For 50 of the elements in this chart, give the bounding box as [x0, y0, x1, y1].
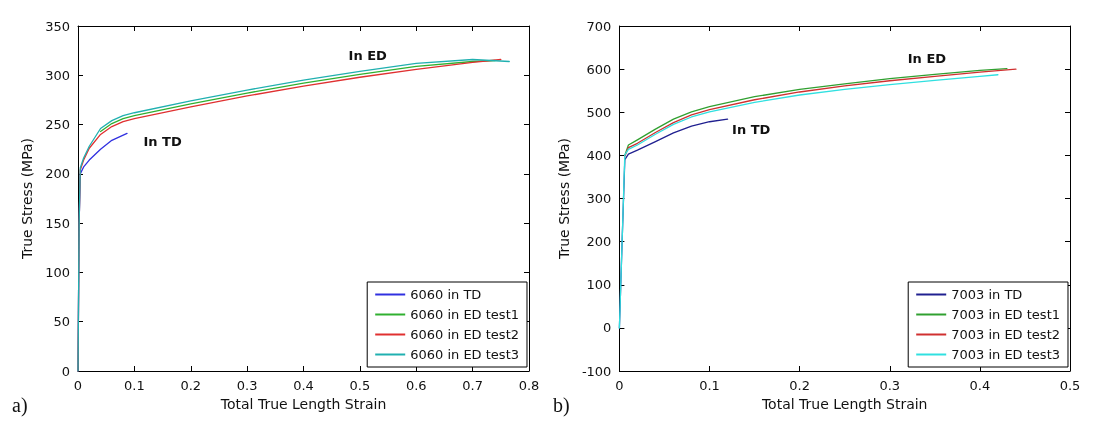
x-axis-title: Total True Length Strain [760, 396, 928, 412]
y-tick-label: 100 [45, 264, 70, 280]
legend-label: 6060 in ED test2 [410, 327, 519, 342]
y-tick-label: 500 [586, 104, 612, 120]
text: a) [12, 394, 28, 417]
x-tick-label: 0.5 [349, 378, 371, 393]
y-axis-title: True Stress (MPa) [556, 137, 572, 261]
y-tick-label: 0 [603, 320, 612, 336]
legend-label: 7003 in TD [951, 287, 1023, 302]
x-tick-label: 0.1 [124, 378, 145, 393]
x-tick-label: 0.4 [293, 378, 314, 393]
legend-label: 6060 in TD [410, 287, 482, 302]
x-tick-label: 0.7 [462, 378, 483, 393]
y-tick-label: 200 [45, 166, 70, 182]
x-tick-label: 0.1 [699, 378, 720, 393]
x-tick-label: 0.2 [180, 378, 202, 393]
x-axis-title: Total True Length Strain [219, 396, 387, 412]
y-tick-label: 100 [586, 277, 612, 293]
x-tick-label: 0.2 [789, 378, 810, 393]
legend-label: 6060 in ED test1 [410, 307, 519, 322]
y-tick-label: 700 [586, 18, 612, 34]
x-tick-label: 0 [73, 378, 83, 393]
x-tick-label: 0.8 [518, 378, 540, 393]
x-tick-label: 0 [615, 378, 624, 393]
annotation: In TD [732, 122, 771, 137]
text: b) [553, 394, 570, 417]
y-tick-label: 300 [586, 191, 612, 206]
y-axis-title: True Stress (MPa) [19, 137, 35, 261]
x-tick-label: 0.5 [1059, 378, 1081, 393]
y-tick-label: -100 [581, 363, 612, 379]
y-tick-label: 50 [53, 314, 70, 330]
legend-label: 7003 in ED test1 [951, 307, 1060, 322]
y-tick-label: 150 [45, 215, 70, 231]
annotation: In ED [907, 51, 947, 67]
y-tick-label: 200 [586, 234, 612, 250]
legend-label: 7003 in ED test2 [951, 327, 1060, 342]
y-tick-label: 350 [45, 18, 70, 34]
legend-label: 7003 in ED test3 [951, 347, 1060, 362]
x-tick-label: 0.4 [969, 378, 991, 393]
y-tick-label: 0 [61, 363, 70, 379]
x-tick-label: 0.6 [405, 378, 427, 393]
y-tick-label: 400 [586, 147, 612, 163]
legend-label: 6060 in ED test3 [410, 347, 519, 362]
annotation: In TD [143, 134, 182, 150]
y-tick-label: 250 [45, 117, 70, 133]
y-tick-label: 300 [45, 67, 70, 83]
y-tick-label: 600 [586, 61, 612, 77]
annotation: In ED [348, 47, 388, 63]
x-tick-label: 0.3 [236, 378, 258, 393]
x-tick-label: 0.3 [879, 378, 901, 393]
